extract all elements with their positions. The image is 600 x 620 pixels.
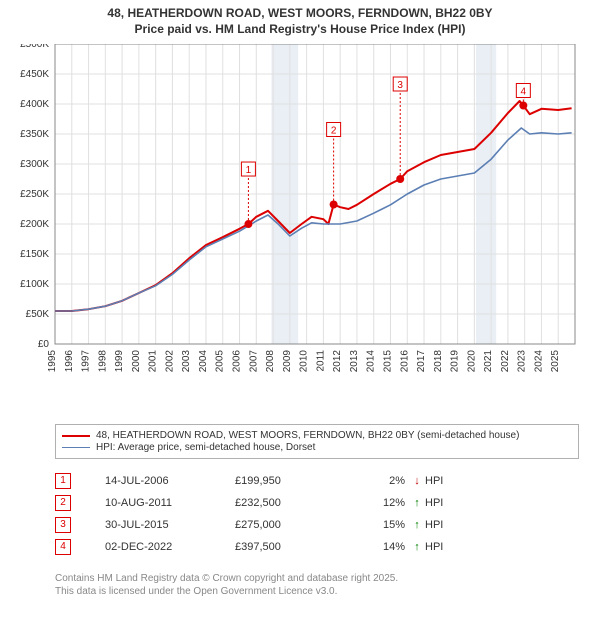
svg-text:2015: 2015 bbox=[382, 350, 393, 373]
svg-text:2013: 2013 bbox=[349, 350, 360, 373]
svg-text:2012: 2012 bbox=[332, 350, 343, 373]
transaction-hpi-label: HPI bbox=[425, 497, 465, 509]
svg-text:2011: 2011 bbox=[315, 350, 326, 372]
svg-text:1998: 1998 bbox=[97, 350, 108, 373]
svg-text:2002: 2002 bbox=[164, 350, 175, 373]
svg-text:1999: 1999 bbox=[114, 350, 125, 373]
footer-attribution: Contains HM Land Registry data © Crown c… bbox=[55, 572, 565, 598]
arrow-up-icon: ↑ bbox=[409, 519, 425, 531]
svg-text:2001: 2001 bbox=[148, 350, 159, 373]
transaction-row: 3 30-JUL-2015£275,00015%↑HPI bbox=[55, 514, 565, 536]
transaction-hpi-label: HPI bbox=[425, 541, 465, 553]
legend-item: HPI: Average price, semi-detached house,… bbox=[62, 442, 572, 453]
footer-line-1: Contains HM Land Registry data © Crown c… bbox=[55, 572, 565, 585]
transaction-row: 1 14-JUL-2006£199,9502%↓HPI bbox=[55, 470, 565, 492]
svg-text:1: 1 bbox=[246, 165, 252, 176]
transaction-pct: 15% bbox=[345, 519, 409, 531]
svg-text:2009: 2009 bbox=[282, 350, 293, 373]
svg-text:£450K: £450K bbox=[20, 69, 49, 80]
footer-line-2: This data is licensed under the Open Gov… bbox=[55, 585, 565, 598]
chart-title: 48, HEATHERDOWN ROAD, WEST MOORS, FERNDO… bbox=[0, 0, 600, 37]
svg-text:2008: 2008 bbox=[265, 350, 276, 373]
svg-text:2007: 2007 bbox=[248, 350, 259, 373]
transaction-date: 14-JUL-2006 bbox=[105, 475, 235, 487]
title-line-1: 48, HEATHERDOWN ROAD, WEST MOORS, FERNDO… bbox=[0, 6, 600, 22]
transaction-marker: 3 bbox=[55, 517, 71, 533]
legend-item: 48, HEATHERDOWN ROAD, WEST MOORS, FERNDO… bbox=[62, 430, 572, 441]
title-line-2: Price paid vs. HM Land Registry's House … bbox=[0, 22, 600, 38]
transaction-hpi-label: HPI bbox=[425, 519, 465, 531]
svg-text:2014: 2014 bbox=[366, 350, 377, 373]
transaction-price: £397,500 bbox=[235, 541, 345, 553]
svg-text:£0: £0 bbox=[38, 339, 50, 350]
svg-text:2005: 2005 bbox=[215, 350, 226, 373]
svg-text:£100K: £100K bbox=[20, 279, 49, 290]
svg-text:2000: 2000 bbox=[131, 350, 142, 373]
svg-text:£300K: £300K bbox=[20, 159, 49, 170]
transaction-price: £275,000 bbox=[235, 519, 345, 531]
transaction-price: £199,950 bbox=[235, 475, 345, 487]
transaction-pct: 12% bbox=[345, 497, 409, 509]
svg-text:4: 4 bbox=[521, 87, 527, 98]
arrow-down-icon: ↓ bbox=[409, 475, 425, 487]
svg-text:£400K: £400K bbox=[20, 99, 49, 110]
svg-text:2016: 2016 bbox=[399, 350, 410, 373]
svg-text:£50K: £50K bbox=[26, 309, 50, 320]
svg-text:2021: 2021 bbox=[483, 350, 494, 373]
transaction-date: 10-AUG-2011 bbox=[105, 497, 235, 509]
transaction-pct: 2% bbox=[345, 475, 409, 487]
transaction-date: 02-DEC-2022 bbox=[105, 541, 235, 553]
svg-text:£350K: £350K bbox=[20, 129, 49, 140]
legend-label: HPI: Average price, semi-detached house,… bbox=[96, 442, 315, 453]
transaction-row: 4 02-DEC-2022£397,50014%↑HPI bbox=[55, 536, 565, 558]
transaction-marker: 4 bbox=[55, 539, 71, 555]
transaction-price: £232,500 bbox=[235, 497, 345, 509]
price-chart: £0 £50K £100K £150K £200K £250K £300K £350K £400… bbox=[0, 44, 600, 394]
svg-text:2006: 2006 bbox=[232, 350, 243, 373]
svg-text:2004: 2004 bbox=[198, 350, 209, 373]
svg-text:3: 3 bbox=[397, 80, 403, 91]
svg-text:2019: 2019 bbox=[450, 350, 461, 373]
legend-swatch bbox=[62, 435, 90, 437]
legend: 48, HEATHERDOWN ROAD, WEST MOORS, FERNDO… bbox=[55, 424, 579, 459]
chart-svg: £0 £50K £100K £150K £200K £250K £300K £350K £400… bbox=[0, 44, 600, 394]
svg-text:2018: 2018 bbox=[433, 350, 444, 373]
legend-swatch bbox=[62, 447, 90, 448]
svg-text:1995: 1995 bbox=[47, 350, 58, 373]
transaction-row: 2 10-AUG-2011£232,50012%↑HPI bbox=[55, 492, 565, 514]
svg-text:£200K: £200K bbox=[20, 219, 49, 230]
svg-text:2024: 2024 bbox=[533, 350, 544, 373]
transaction-hpi-label: HPI bbox=[425, 475, 465, 487]
svg-text:2022: 2022 bbox=[500, 350, 511, 373]
legend-label: 48, HEATHERDOWN ROAD, WEST MOORS, FERNDO… bbox=[96, 430, 519, 441]
svg-text:2: 2 bbox=[331, 126, 337, 137]
transaction-date: 30-JUL-2015 bbox=[105, 519, 235, 531]
svg-text:1996: 1996 bbox=[64, 350, 75, 373]
arrow-up-icon: ↑ bbox=[409, 497, 425, 509]
svg-text:2020: 2020 bbox=[466, 350, 477, 373]
svg-text:1997: 1997 bbox=[81, 350, 92, 373]
transaction-marker: 1 bbox=[55, 473, 71, 489]
svg-text:2010: 2010 bbox=[299, 350, 310, 373]
transaction-pct: 14% bbox=[345, 541, 409, 553]
svg-text:2023: 2023 bbox=[517, 350, 528, 373]
svg-text:£150K: £150K bbox=[20, 249, 49, 260]
arrow-up-icon: ↑ bbox=[409, 541, 425, 553]
transaction-marker: 2 bbox=[55, 495, 71, 511]
svg-text:2025: 2025 bbox=[550, 350, 561, 373]
svg-text:£500K: £500K bbox=[20, 44, 49, 50]
svg-text:2017: 2017 bbox=[416, 350, 427, 373]
transactions-table: 114-JUL-2006£199,9502%↓HPI210-AUG-2011£2… bbox=[55, 470, 565, 558]
svg-text:£250K: £250K bbox=[20, 189, 49, 200]
svg-text:2003: 2003 bbox=[181, 350, 192, 373]
